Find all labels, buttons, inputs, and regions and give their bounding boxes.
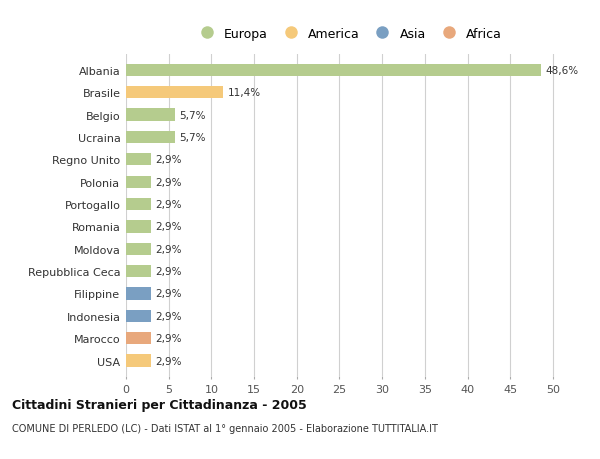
Bar	[126, 176, 151, 188]
Text: 2,9%: 2,9%	[155, 333, 182, 343]
Text: Cittadini Stranieri per Cittadinanza - 2005: Cittadini Stranieri per Cittadinanza - 2…	[12, 398, 307, 412]
Text: 5,7%: 5,7%	[179, 110, 205, 120]
Bar	[126, 109, 175, 122]
Bar	[126, 288, 151, 300]
Text: 2,9%: 2,9%	[155, 244, 182, 254]
Text: 2,9%: 2,9%	[155, 177, 182, 187]
Text: 11,4%: 11,4%	[227, 88, 261, 98]
Bar	[126, 355, 151, 367]
Bar	[126, 221, 151, 233]
Bar	[126, 198, 151, 211]
Bar	[126, 154, 151, 166]
Bar	[126, 243, 151, 255]
Text: 2,9%: 2,9%	[155, 356, 182, 366]
Text: 5,7%: 5,7%	[179, 133, 205, 143]
Text: 2,9%: 2,9%	[155, 267, 182, 276]
Text: 2,9%: 2,9%	[155, 289, 182, 299]
Bar	[126, 332, 151, 345]
Bar	[126, 131, 175, 144]
Text: 2,9%: 2,9%	[155, 200, 182, 210]
Bar	[126, 87, 223, 99]
Text: 2,9%: 2,9%	[155, 222, 182, 232]
Bar	[126, 310, 151, 322]
Text: 2,9%: 2,9%	[155, 155, 182, 165]
Text: 48,6%: 48,6%	[545, 66, 578, 76]
Legend: Europa, America, Asia, Africa: Europa, America, Asia, Africa	[189, 23, 507, 46]
Bar	[126, 65, 541, 77]
Text: COMUNE DI PERLEDO (LC) - Dati ISTAT al 1° gennaio 2005 - Elaborazione TUTTITALIA: COMUNE DI PERLEDO (LC) - Dati ISTAT al 1…	[12, 424, 438, 433]
Bar	[126, 265, 151, 278]
Text: 2,9%: 2,9%	[155, 311, 182, 321]
